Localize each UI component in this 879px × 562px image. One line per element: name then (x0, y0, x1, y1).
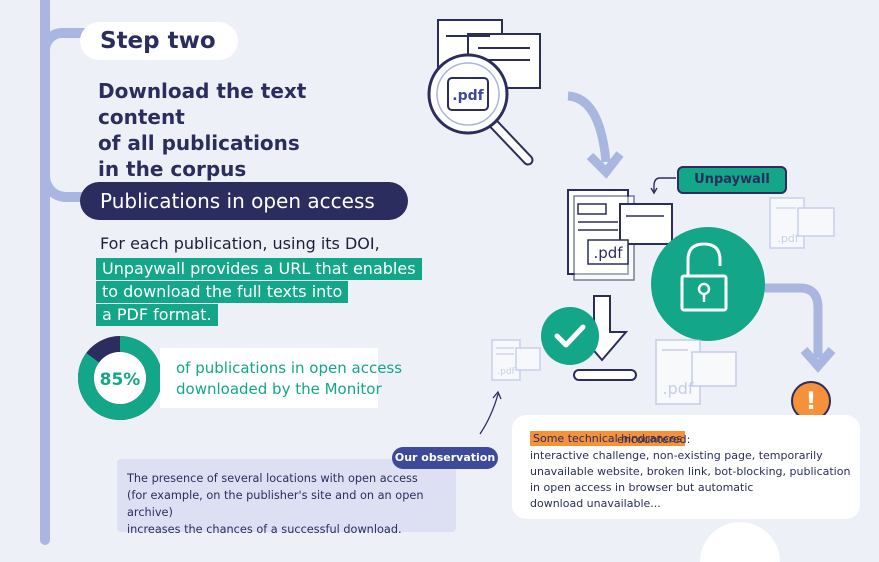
pdf-document-faded-icon: .pdf (769, 197, 835, 249)
svg-text:.pdf: .pdf (662, 379, 693, 398)
observation-arrow-icon (479, 390, 502, 435)
percent-donut: 85% (78, 336, 162, 420)
success-check-circle (541, 307, 599, 365)
flow-arrow-icon (760, 283, 836, 373)
observation-tag: Our observation (392, 447, 498, 469)
unpaywall-description-line: to download the full texts into (96, 281, 349, 303)
pdf-document-faded-icon: .pdf (491, 339, 541, 381)
unlock-circle (651, 227, 765, 341)
timeline-connector-step (40, 28, 100, 50)
svg-text:.pdf: .pdf (593, 244, 623, 262)
next-step-shape (700, 522, 780, 562)
flow-arrow-icon (567, 91, 624, 179)
check-icon (554, 324, 586, 348)
step-label: Step two (80, 22, 238, 60)
open-access-heading: Publications in open access (80, 182, 408, 220)
pdf-document-icon: .pdf (567, 189, 673, 281)
stat-caption: of publications in open access downloade… (176, 359, 403, 398)
hindrances-list: interactive challenge, non-existing page… (530, 449, 851, 510)
observation-box (117, 459, 456, 532)
open-access-intro: For each publication, using its DOI, (100, 234, 380, 253)
svg-text:.pdf: .pdf (452, 88, 484, 104)
observation-text: The presence of several locations with o… (127, 472, 424, 536)
hindrances-lead: encountered: (617, 433, 691, 446)
unlock-icon (680, 242, 728, 312)
stat-caption-box (160, 348, 378, 408)
step-title: Download the text content of all publica… (98, 79, 307, 181)
unpaywall-tag: Unpaywall (677, 166, 787, 194)
percent-label: 85% (100, 370, 141, 390)
unpaywall-pointer-icon (650, 177, 676, 195)
svg-text:.pdf: .pdf (497, 367, 515, 377)
hindrances-highlight: Some technical hindrances (530, 431, 685, 446)
svg-text:.pdf: .pdf (777, 232, 799, 245)
pdf-document-faded-icon: .pdf (655, 339, 737, 405)
pdf-search-icon: .pdf (427, 19, 541, 166)
unpaywall-description-line: Unpaywall provides a URL that enables (96, 258, 422, 280)
timeline-connector-open-access (40, 170, 100, 202)
timeline-rail (40, 0, 50, 545)
unpaywall-description-line: a PDF format. (96, 304, 218, 326)
